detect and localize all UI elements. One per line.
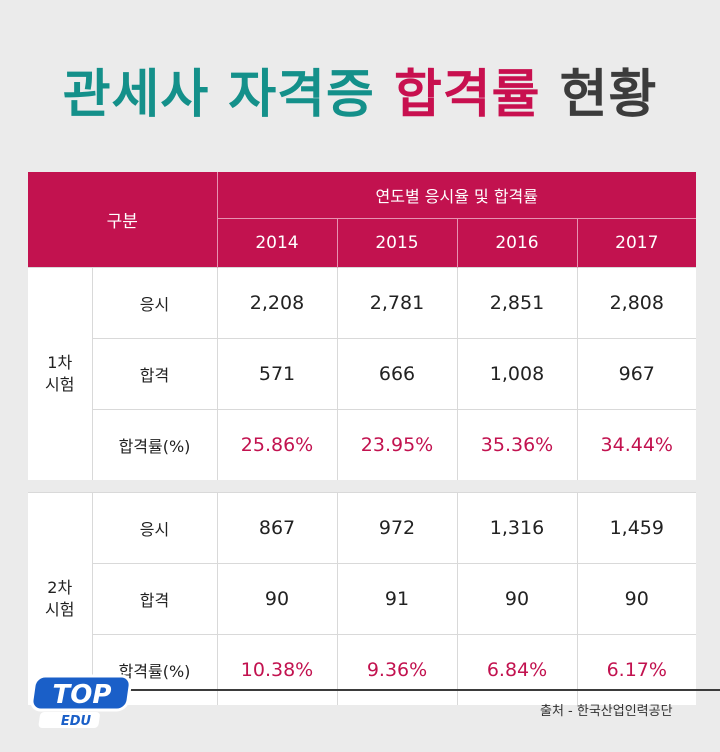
year-header: 2015 [336, 218, 457, 268]
table-cell: 90 [456, 563, 577, 635]
table-cell: 90 [216, 563, 337, 635]
section-label-line: 시험 [45, 375, 75, 394]
row-label: 응시 [91, 267, 217, 339]
table-cell: 1,316 [456, 492, 577, 564]
pass-rate-table: 구분 연도별 응시율 및 합격률 2014 2015 2016 2017 1차 … [28, 172, 697, 705]
rate-cell: 6.84% [456, 634, 577, 705]
rate-cell: 6.17% [576, 634, 697, 705]
table-cell: 2,808 [576, 267, 697, 339]
table-cell: 666 [336, 338, 457, 410]
year-header: 2014 [217, 218, 337, 268]
logo-bottom-text: EDU [61, 714, 92, 729]
row-label: 합격률(%) [91, 409, 217, 480]
row-label: 응시 [91, 492, 217, 564]
source-note: 출처 - 한국산업인력공단 [540, 704, 673, 719]
row-label: 합격률(%) [91, 634, 217, 705]
year-header: 2017 [576, 218, 697, 268]
footer-divider [130, 689, 720, 691]
row-label: 합격 [91, 338, 217, 410]
rate-cell: 34.44% [576, 409, 697, 480]
title-part-1: 관세사 자격증 [62, 65, 375, 125]
year-header: 2016 [456, 218, 577, 268]
logo-top-text: TOP [53, 680, 112, 710]
table-row: 합격률(%) 10.38% 9.36% 6.84% 6.17% [28, 634, 697, 705]
table-cell: 90 [576, 563, 697, 635]
title-part-3: 현황 [559, 65, 658, 125]
row-label: 합격 [91, 563, 217, 635]
page-title: 관세사 자격증 합격률 현황 [0, 52, 720, 127]
table-row: 1차 시험 응시 2,208 2,781 2,851 2,808 [28, 267, 697, 480]
section-label-2: 2차 시험 [28, 492, 92, 705]
table-cell: 972 [336, 492, 457, 564]
table-cell: 2,208 [216, 267, 337, 339]
corner-header: 구분 [28, 172, 218, 268]
top-edu-logo: TOP EDU [30, 674, 132, 729]
section-label-line: 시험 [45, 600, 75, 619]
section-separator [28, 480, 697, 493]
table-cell: 967 [576, 338, 697, 410]
table-cell: 2,851 [456, 267, 577, 339]
table-cell: 571 [216, 338, 337, 410]
rate-cell: 23.95% [336, 409, 457, 480]
title-part-2: 합격률 [393, 65, 541, 125]
table-cell: 1,459 [576, 492, 697, 564]
rate-cell: 10.38% [216, 634, 337, 705]
table-row: 합격 571 666 1,008 967 [28, 338, 697, 410]
rate-cell: 35.36% [456, 409, 577, 480]
table-cell: 867 [216, 492, 337, 564]
table-cell: 1,008 [456, 338, 577, 410]
rate-cell: 9.36% [336, 634, 457, 705]
table-row: 합격률(%) 25.86% 23.95% 35.36% 34.44% [28, 409, 697, 480]
table-cell: 91 [336, 563, 457, 635]
group-header: 연도별 응시율 및 합격률 [217, 172, 697, 219]
table-row: 합격 90 91 90 90 [28, 563, 697, 635]
section-label-line: 1차 [47, 353, 73, 372]
table-row: 2차 시험 응시 867 972 1,316 1,459 [28, 492, 697, 705]
table-cell: 2,781 [336, 267, 457, 339]
section-label-line: 2차 [47, 578, 73, 597]
section-label-1: 1차 시험 [28, 267, 92, 480]
rate-cell: 25.86% [216, 409, 337, 480]
